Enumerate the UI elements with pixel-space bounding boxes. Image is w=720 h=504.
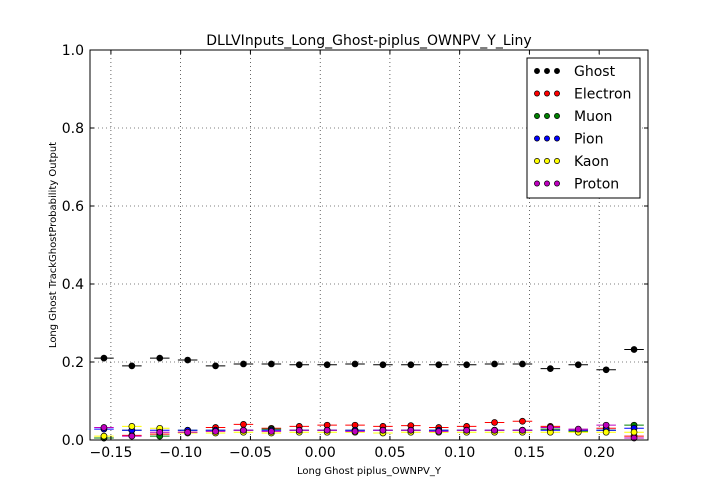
x-tick-label: 0.10 xyxy=(444,445,475,461)
legend-label-pion: Pion xyxy=(574,132,603,148)
point-kaon xyxy=(630,428,638,436)
point-proton xyxy=(184,428,191,436)
legend-marker-ghost xyxy=(554,68,560,74)
point-proton xyxy=(212,428,219,435)
point-proton xyxy=(323,426,331,434)
legend-marker-muon xyxy=(544,113,550,119)
point-electron xyxy=(240,421,247,428)
point-ghost xyxy=(128,362,136,370)
legend-marker-muon xyxy=(554,113,560,119)
point-proton xyxy=(240,426,247,434)
legend-marker-kaon xyxy=(554,158,560,164)
point-proton xyxy=(519,426,526,434)
point-ghost xyxy=(323,361,331,369)
point-proton xyxy=(295,426,303,434)
legend-marker-electron xyxy=(544,90,550,97)
chart-title: DLLVInputs_Long_Ghost-piplus_OWNPV_Y_Lin… xyxy=(206,33,531,49)
legend-label-kaon: Kaon xyxy=(574,154,609,170)
point-ghost xyxy=(184,356,191,364)
point-proton xyxy=(546,424,554,431)
legend-marker-proton xyxy=(554,180,560,187)
x-tick-label: −0.05 xyxy=(229,445,272,461)
legend-marker-electron xyxy=(534,90,540,97)
x-tick-label: 0.15 xyxy=(514,445,545,461)
series-pion xyxy=(94,424,644,434)
point-proton xyxy=(128,432,136,440)
point-proton xyxy=(491,426,498,434)
series-electron xyxy=(94,417,644,442)
point-kaon xyxy=(128,423,136,430)
point-ghost xyxy=(602,366,610,374)
series-muon xyxy=(94,421,644,442)
point-proton xyxy=(463,426,470,434)
point-ghost xyxy=(519,360,526,368)
x-tick-label: −0.10 xyxy=(159,445,202,461)
point-ghost xyxy=(351,360,359,368)
x-axis-label: Long Ghost piplus_OWNPV_Y xyxy=(297,466,442,477)
point-ghost xyxy=(407,361,415,369)
point-ghost xyxy=(212,362,219,370)
point-ghost xyxy=(435,361,443,369)
series-kaon xyxy=(94,423,644,440)
legend-marker-pion xyxy=(534,135,540,142)
legend-marker-pion xyxy=(544,135,550,142)
point-ghost xyxy=(295,361,303,369)
point-ghost xyxy=(268,360,275,368)
x-tick-label: 0.20 xyxy=(584,445,615,461)
point-proton xyxy=(574,425,582,433)
point-kaon xyxy=(602,428,610,436)
legend-marker-pion xyxy=(554,135,560,142)
legend-marker-kaon xyxy=(534,158,540,164)
axis-ticks: −0.15 −0.10 −0.05 0.00 0.05 0.10 0.15 0.20 0.0 0.… xyxy=(62,43,648,461)
plot-frame xyxy=(89,49,649,441)
point-proton xyxy=(156,428,164,436)
point-proton xyxy=(351,428,359,435)
point-proton xyxy=(602,421,610,429)
legend-label-electron: Electron xyxy=(574,87,631,103)
point-ghost xyxy=(100,354,108,362)
point-ghost xyxy=(574,361,582,369)
legend-marker-ghost xyxy=(544,68,550,74)
legend: Ghost Electron Muon Pion Kaon Proton xyxy=(526,57,641,199)
series-proton xyxy=(94,421,644,442)
legend-label-muon: Muon xyxy=(574,109,612,125)
legend-label-proton: Proton xyxy=(574,177,619,193)
legend-marker-proton xyxy=(534,180,540,187)
series-ghost xyxy=(94,346,644,374)
point-proton xyxy=(268,428,275,435)
point-ghost xyxy=(546,365,554,372)
legend-marker-kaon xyxy=(544,158,550,164)
point-electron xyxy=(491,419,498,426)
y-tick-label: 1.0 xyxy=(62,43,84,59)
point-proton xyxy=(407,426,415,434)
point-proton xyxy=(379,426,387,434)
point-proton xyxy=(435,428,443,435)
point-kaon xyxy=(100,432,108,440)
legend-marker-electron xyxy=(554,90,560,97)
legend-marker-muon xyxy=(534,113,540,119)
y-tick-label: 0.4 xyxy=(62,277,84,293)
legend-box xyxy=(526,57,641,199)
y-tick-label: 0.8 xyxy=(62,121,84,137)
point-ghost xyxy=(156,354,164,362)
y-tick-label: 0.2 xyxy=(62,355,84,371)
legend-label-ghost: Ghost xyxy=(574,64,616,80)
point-ghost xyxy=(463,361,470,369)
legend-marker-ghost xyxy=(534,68,540,74)
x-tick-label: −0.15 xyxy=(89,445,132,461)
y-axis-label: Long Ghost TrackGhostProbability Output xyxy=(48,142,59,348)
point-ghost xyxy=(379,361,387,369)
point-ghost xyxy=(240,360,247,368)
y-tick-label: 0.6 xyxy=(62,199,84,215)
point-electron xyxy=(519,417,526,425)
legend-marker-proton xyxy=(544,180,550,187)
point-proton xyxy=(100,424,108,431)
x-tick-label: 0.05 xyxy=(374,445,405,461)
y-tick-label: 0.0 xyxy=(62,433,84,449)
plot-data xyxy=(94,346,644,442)
point-ghost xyxy=(491,360,498,368)
point-ghost xyxy=(630,346,638,353)
x-tick-label: 0.00 xyxy=(305,445,336,461)
